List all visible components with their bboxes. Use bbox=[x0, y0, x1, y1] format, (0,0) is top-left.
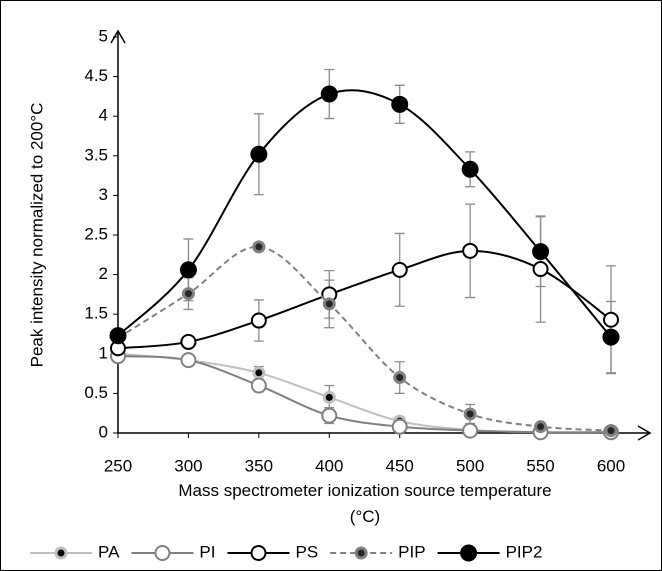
marker bbox=[532, 261, 549, 278]
legend-label: PI bbox=[199, 542, 215, 561]
x-tick-label: 500 bbox=[456, 456, 484, 475]
x-tick-label: 450 bbox=[386, 456, 414, 475]
y-axis-arrow bbox=[110, 29, 126, 44]
marker bbox=[109, 327, 127, 345]
y-tick-label: 4.5 bbox=[84, 66, 108, 85]
x-axis-arrow bbox=[637, 425, 652, 441]
y-tick-label: 3.5 bbox=[84, 145, 108, 164]
y-tick-label: 2 bbox=[99, 264, 108, 283]
x-tick-label: 250 bbox=[104, 456, 132, 475]
y-tick-label: 1.5 bbox=[84, 304, 108, 323]
marker bbox=[321, 407, 338, 424]
marker bbox=[391, 418, 408, 435]
marker bbox=[322, 297, 336, 311]
marker bbox=[391, 95, 409, 113]
marker bbox=[180, 333, 197, 350]
x-tick-label: 600 bbox=[597, 456, 625, 475]
marker bbox=[250, 312, 267, 329]
y-tick-label: 5 bbox=[99, 26, 108, 45]
x-axis-title: Mass spectrometer ionization source temp… bbox=[178, 481, 552, 526]
legend-marker bbox=[54, 546, 68, 560]
legend-marker bbox=[250, 545, 267, 561]
x-tick-label: 300 bbox=[174, 456, 202, 475]
legend-label: PA bbox=[98, 542, 120, 561]
marker bbox=[463, 407, 477, 421]
series-line bbox=[117, 355, 612, 434]
legend-marker bbox=[154, 545, 171, 561]
marker bbox=[252, 240, 266, 254]
y-tick-label: 3 bbox=[99, 185, 108, 204]
marker bbox=[393, 371, 407, 385]
marker bbox=[532, 243, 550, 261]
y-tick-label: 2.5 bbox=[84, 224, 108, 243]
y-tick-label: 0.5 bbox=[84, 383, 108, 402]
x-tick-label: 550 bbox=[526, 456, 554, 475]
marker bbox=[250, 145, 268, 163]
marker bbox=[462, 242, 479, 259]
marker bbox=[179, 261, 197, 279]
legend-label: PS bbox=[295, 542, 318, 561]
marker bbox=[461, 160, 479, 178]
y-tick-label: 0 bbox=[99, 422, 108, 441]
marker bbox=[250, 377, 267, 394]
marker bbox=[320, 85, 338, 103]
marker bbox=[602, 328, 620, 346]
y-tick-label: 1 bbox=[99, 343, 108, 362]
marker bbox=[534, 420, 548, 434]
marker bbox=[603, 311, 619, 328]
marker bbox=[181, 287, 195, 301]
legend-label: PIP bbox=[398, 542, 425, 561]
legend-label: PIP2 bbox=[506, 542, 543, 561]
x-tick-label: 400 bbox=[315, 456, 343, 475]
marker bbox=[462, 422, 479, 439]
marker bbox=[180, 352, 197, 369]
y-axis-title: Peak intensity normalized to 200°C bbox=[27, 103, 46, 368]
marker bbox=[252, 366, 266, 380]
marker bbox=[322, 390, 336, 404]
marker bbox=[391, 261, 408, 278]
x-tick-label: 350 bbox=[245, 456, 273, 475]
series-line bbox=[117, 245, 612, 432]
y-tick-label: 4 bbox=[99, 106, 108, 125]
legend-marker bbox=[354, 546, 368, 560]
legend-marker bbox=[460, 544, 478, 562]
marker bbox=[604, 424, 618, 438]
